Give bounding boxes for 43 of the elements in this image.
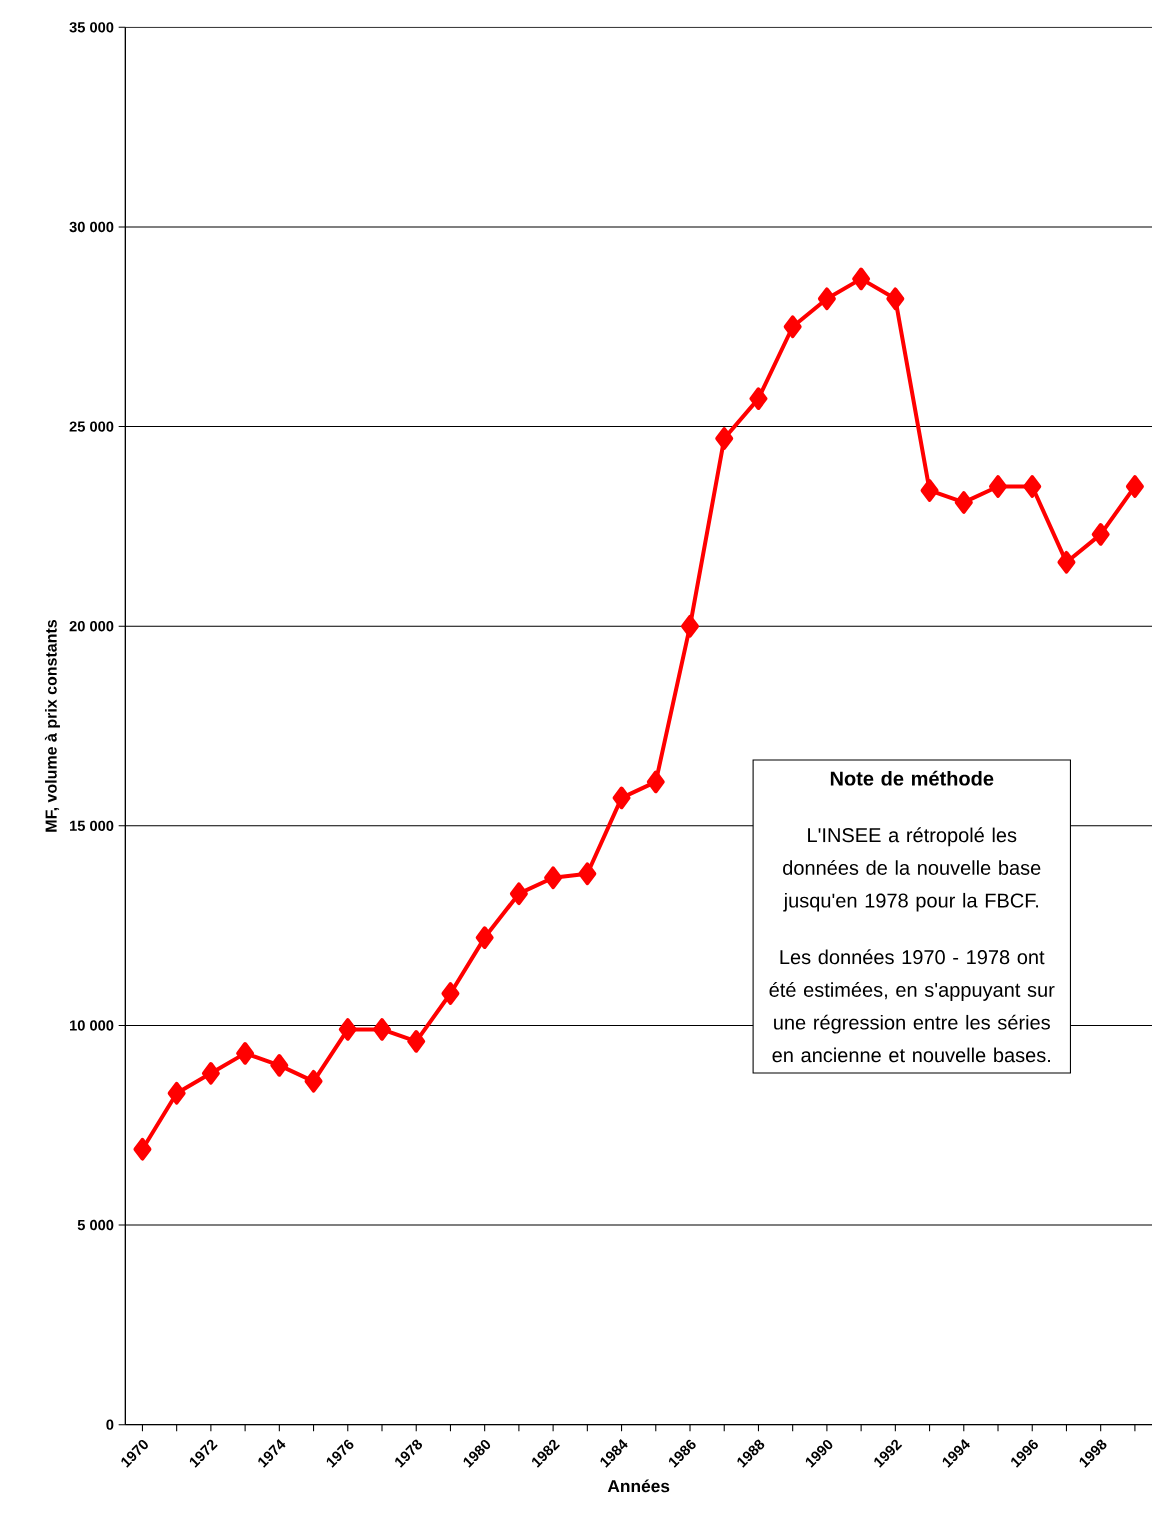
point: [852, 267, 871, 291]
point: [783, 315, 802, 339]
y-tick-label: 30 000: [69, 221, 114, 233]
point: [749, 387, 768, 410]
point: [509, 882, 528, 906]
point: [338, 1018, 357, 1041]
point: [1125, 475, 1144, 498]
y-tick-label: 20 000: [69, 621, 114, 632]
point: [544, 866, 563, 890]
annotation: Les données 1970 - 1978 ont été estimées, en s'appuyant sur une régression entre les séries en ancienne et nouvelle bases.: [769, 949, 1055, 1063]
point: [920, 479, 939, 502]
annotation: Note de méthode: [830, 770, 994, 786]
point: [441, 982, 460, 1005]
point: [989, 475, 1008, 498]
point: [646, 770, 665, 794]
point: [578, 862, 597, 886]
point: [304, 1069, 323, 1093]
point: [373, 1018, 391, 1041]
y-tick-label: 10 000: [70, 1020, 114, 1031]
point: [1091, 523, 1110, 546]
point: [612, 786, 631, 810]
point: [270, 1054, 289, 1077]
point: [886, 287, 905, 311]
y-tick-label: 5 000: [77, 1219, 114, 1231]
annotation: L'INSEE a rétropolé les données de la nouvelle base jusqu'en 1978 pour la FBCF.: [783, 827, 1041, 912]
x-axis-title: Années: [607, 1479, 670, 1493]
point: [1023, 475, 1042, 498]
y-tick-label: 15 000: [70, 820, 114, 832]
point: [167, 1081, 186, 1105]
point: [817, 287, 836, 311]
y-axis-title: MF, volume à prix constants: [44, 619, 60, 832]
point: [1057, 550, 1076, 574]
point: [133, 1137, 152, 1161]
point: [201, 1062, 220, 1085]
point: [407, 1030, 426, 1053]
y-tick-label: 35 000: [69, 22, 114, 33]
point: [475, 926, 494, 949]
y-tick-label: 25 000: [69, 421, 114, 432]
point: [681, 614, 700, 638]
y-tick-label: 0: [106, 1419, 114, 1430]
point: [954, 491, 973, 514]
point: [236, 1042, 255, 1065]
point: [715, 427, 734, 450]
